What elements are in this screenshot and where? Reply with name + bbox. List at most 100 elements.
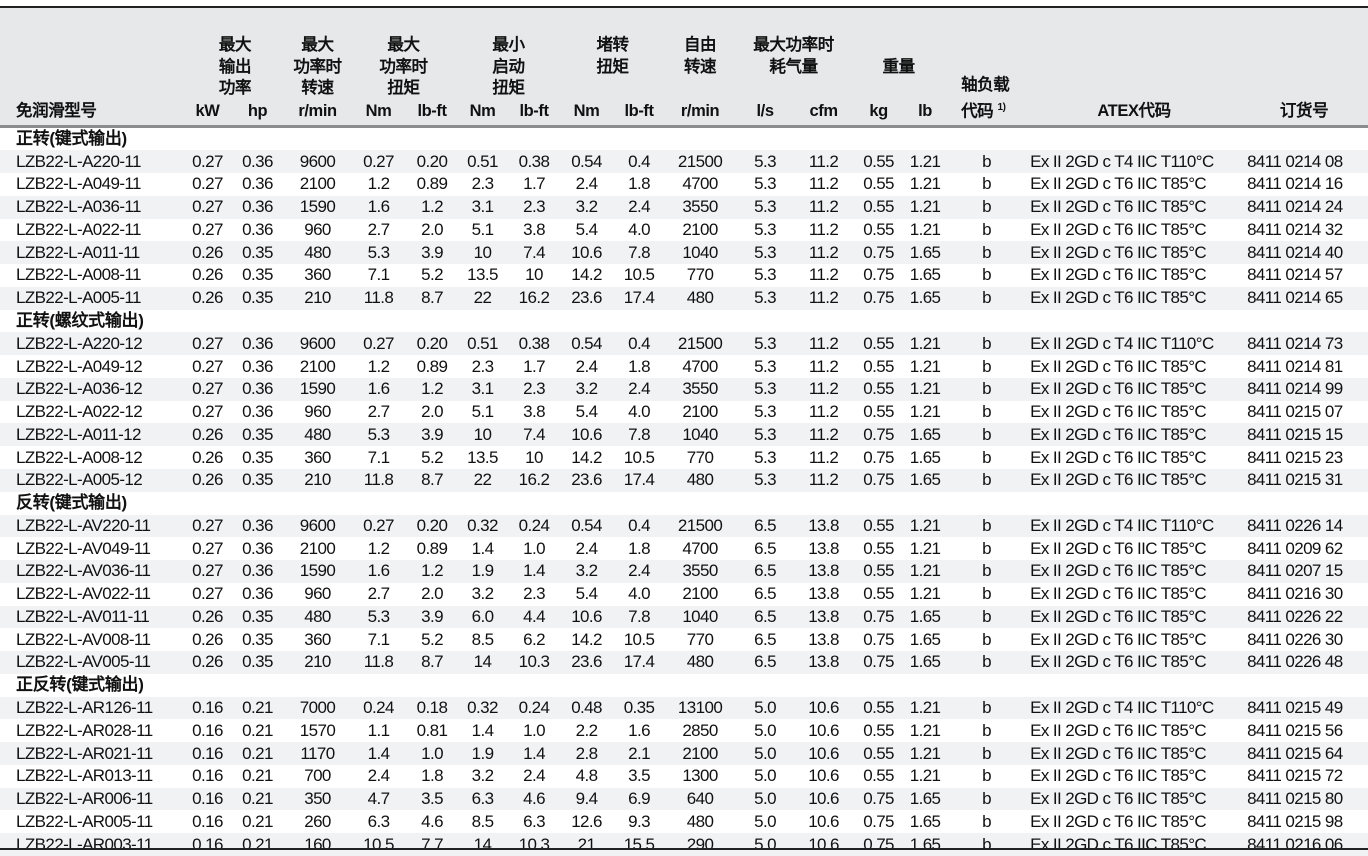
cell-kw: 0.27 (192, 584, 223, 604)
cell-kw: 0.27 (192, 174, 223, 194)
cell-weight-lb: 1.65 (905, 286, 946, 310)
cell-torque-stall-nm: 5.4 (575, 584, 598, 604)
cell-air-ls: 5.0 (735, 787, 796, 811)
cell-torque-start-nm: 3.2 (471, 584, 494, 604)
cell-air-ls: 5.3 (735, 468, 796, 492)
cell-air-ls: 6.5 (754, 629, 776, 649)
table-row: LZB22-L-AR021-11 0.16 0.21 1170 1.4 1.0 1.9 1.4… (0, 742, 1368, 765)
cell-model: LZB22-L-AV005-11 (0, 651, 185, 674)
cell-atex: Ex II 2GD c T6 IIC T85°C (1030, 174, 1207, 194)
cell-rpm: 210 (285, 286, 351, 310)
cell-rpm: 1590 (285, 560, 351, 583)
header-order: 订货号 (1240, 99, 1368, 128)
cell-torque-max-lbft: 5.2 (421, 447, 443, 467)
cell-rpm: 9600 (285, 332, 351, 356)
cell-hp: 0.36 (242, 584, 273, 604)
cell-model: LZB22-L-AV036-11 (0, 560, 185, 583)
cell-air-ls: 5.3 (735, 377, 796, 401)
cell-order: 8411 0226 14 (1240, 514, 1368, 538)
header-air: 最大功率时 耗气量 (735, 8, 853, 100)
cell-free-speed: 21500 (665, 332, 736, 356)
table-row: LZB22-L-A036-11 0.27 0.36 1590 1.6 1.2 3.1 2.3 3… (0, 195, 1368, 219)
cell-hp: 0.35 (230, 468, 286, 492)
cell-torque-stall-lbft: 15.5 (613, 833, 666, 856)
cell-code: b (945, 514, 1029, 538)
cell-hp: 0.21 (242, 720, 273, 740)
cell-model: LZB22-L-A011-11 (0, 241, 185, 265)
cell-weight-lb: 1.65 (905, 423, 946, 447)
cell-air-cfm: 11.2 (808, 402, 839, 422)
cell-code: b (982, 629, 991, 649)
cell-air-ls: 5.3 (735, 195, 796, 219)
cell-model: LZB22-L-A008-12 (16, 447, 143, 467)
cell-torque-stall-nm: 2.4 (575, 174, 598, 194)
cell-torque-stall-nm: 5.4 (575, 219, 598, 239)
cell-torque-max-lbft: 3.9 (407, 423, 458, 447)
cell-model: LZB22-L-A008-11 (16, 265, 141, 285)
cell-torque-max-lbft: 1.2 (407, 195, 458, 219)
cell-rpm: 350 (285, 787, 351, 811)
cell-atex: Ex II 2GD c T6 IIC T85°C (1030, 219, 1207, 239)
cell-torque-stall-nm: 3.2 (560, 195, 614, 219)
cell-code: b (982, 584, 991, 604)
cell-torque-max-nm: 4.7 (350, 787, 408, 811)
cell-torque-start-lbft: 3.8 (523, 219, 545, 239)
header-unit-rpm: r/min (285, 99, 351, 128)
cell-torque-stall-nm: 0.54 (560, 150, 614, 174)
table-row: LZB22-L-AR013-11 0.16 0.21 700 2.4 1.8 3.2 2.4 4… (0, 765, 1368, 788)
cell-air-cfm: 10.6 (795, 787, 853, 811)
table-header: 最大 输出 功率 最大 功率时 转速 最大 功率时 扭矩 最小 启动 扭矩 堵转… (0, 8, 1368, 128)
cell-free-speed: 770 (686, 629, 714, 649)
cell-atex: Ex II 2GD c T6 IIC T85°C (1030, 584, 1207, 604)
cell-weight-kg: 0.75 (863, 811, 894, 831)
cell-torque-max-nm: 5.3 (350, 605, 408, 629)
cell-model: LZB22-L-AR013-11 (16, 766, 153, 786)
table-body: 正转(键式输出) LZB22-L-A220-11 0.27 0.36 9600 0.27 0… (0, 126, 1368, 856)
table-row: LZB22-L-AV011-11 0.26 0.35 480 5.3 3.9 6.0 4.4 1… (0, 605, 1368, 629)
table-row: LZB22-L-A005-12 0.26 0.35 210 11.8 8.7 22 16.2 2… (0, 468, 1368, 492)
cell-air-ls: 5.3 (754, 174, 776, 194)
cell-torque-start-nm: 22 (457, 286, 509, 310)
group-label: 正转(螺纹式输出) (0, 309, 1368, 333)
cell-rpm: 2100 (299, 356, 336, 376)
cell-rpm: 700 (304, 766, 331, 786)
cell-torque-start-nm: 8.5 (471, 811, 494, 831)
group-header-row: 正转(螺纹式输出) (0, 309, 1368, 333)
cell-torque-start-lbft: 4.6 (508, 787, 561, 811)
cell-torque-max-lbft: 3.9 (407, 605, 458, 629)
cell-torque-stall-nm: 3.2 (560, 377, 614, 401)
cell-torque-start-nm: 22 (457, 468, 509, 492)
cell-weight-kg: 0.75 (852, 605, 906, 629)
cell-air-cfm: 11.2 (795, 286, 853, 310)
cell-weight-kg: 0.75 (852, 787, 906, 811)
cell-torque-start-nm: 13.5 (467, 447, 498, 467)
cell-torque-stall-lbft: 10.5 (623, 447, 655, 467)
cell-order: 8411 0215 31 (1240, 468, 1368, 492)
table-row: LZB22-L-A022-11 0.27 0.36 960 2.7 2.0 5.1 3.8 5.… (0, 219, 1368, 242)
cell-weight-lb: 1.21 (905, 560, 946, 583)
cell-torque-max-nm: 2.7 (367, 219, 390, 239)
cell-torque-start-lbft: 1.4 (508, 742, 561, 765)
cell-torque-start-nm: 14 (457, 651, 509, 674)
cell-torque-max-nm: 11.8 (350, 651, 408, 674)
cell-kw: 0.26 (185, 241, 230, 265)
cell-torque-max-nm: 1.1 (367, 720, 390, 740)
cell-torque-stall-lbft: 1.8 (628, 356, 650, 376)
cell-torque-stall-lbft: 2.4 (613, 195, 666, 219)
cell-air-ls: 6.5 (735, 651, 796, 674)
cell-model: LZB22-L-AV008-11 (16, 629, 151, 649)
cell-rpm: 1590 (285, 195, 351, 219)
cell-kw: 0.16 (192, 811, 223, 831)
cell-torque-max-lbft: 3.5 (407, 787, 458, 811)
cell-torque-stall-nm: 10.6 (560, 605, 614, 629)
cell-weight-kg: 0.75 (852, 468, 906, 492)
cell-rpm: 1590 (285, 377, 351, 401)
cell-torque-stall-lbft: 1.8 (628, 538, 650, 558)
cell-model: LZB22-L-AV022-11 (16, 584, 151, 604)
cell-torque-start-lbft: 0.38 (508, 150, 561, 174)
cell-torque-max-lbft: 1.0 (407, 742, 458, 765)
cell-free-speed: 3550 (665, 195, 736, 219)
cell-torque-max-nm: 11.8 (350, 286, 408, 310)
cell-torque-stall-nm: 14.2 (571, 265, 602, 285)
cell-torque-max-lbft: 2.0 (421, 402, 443, 422)
